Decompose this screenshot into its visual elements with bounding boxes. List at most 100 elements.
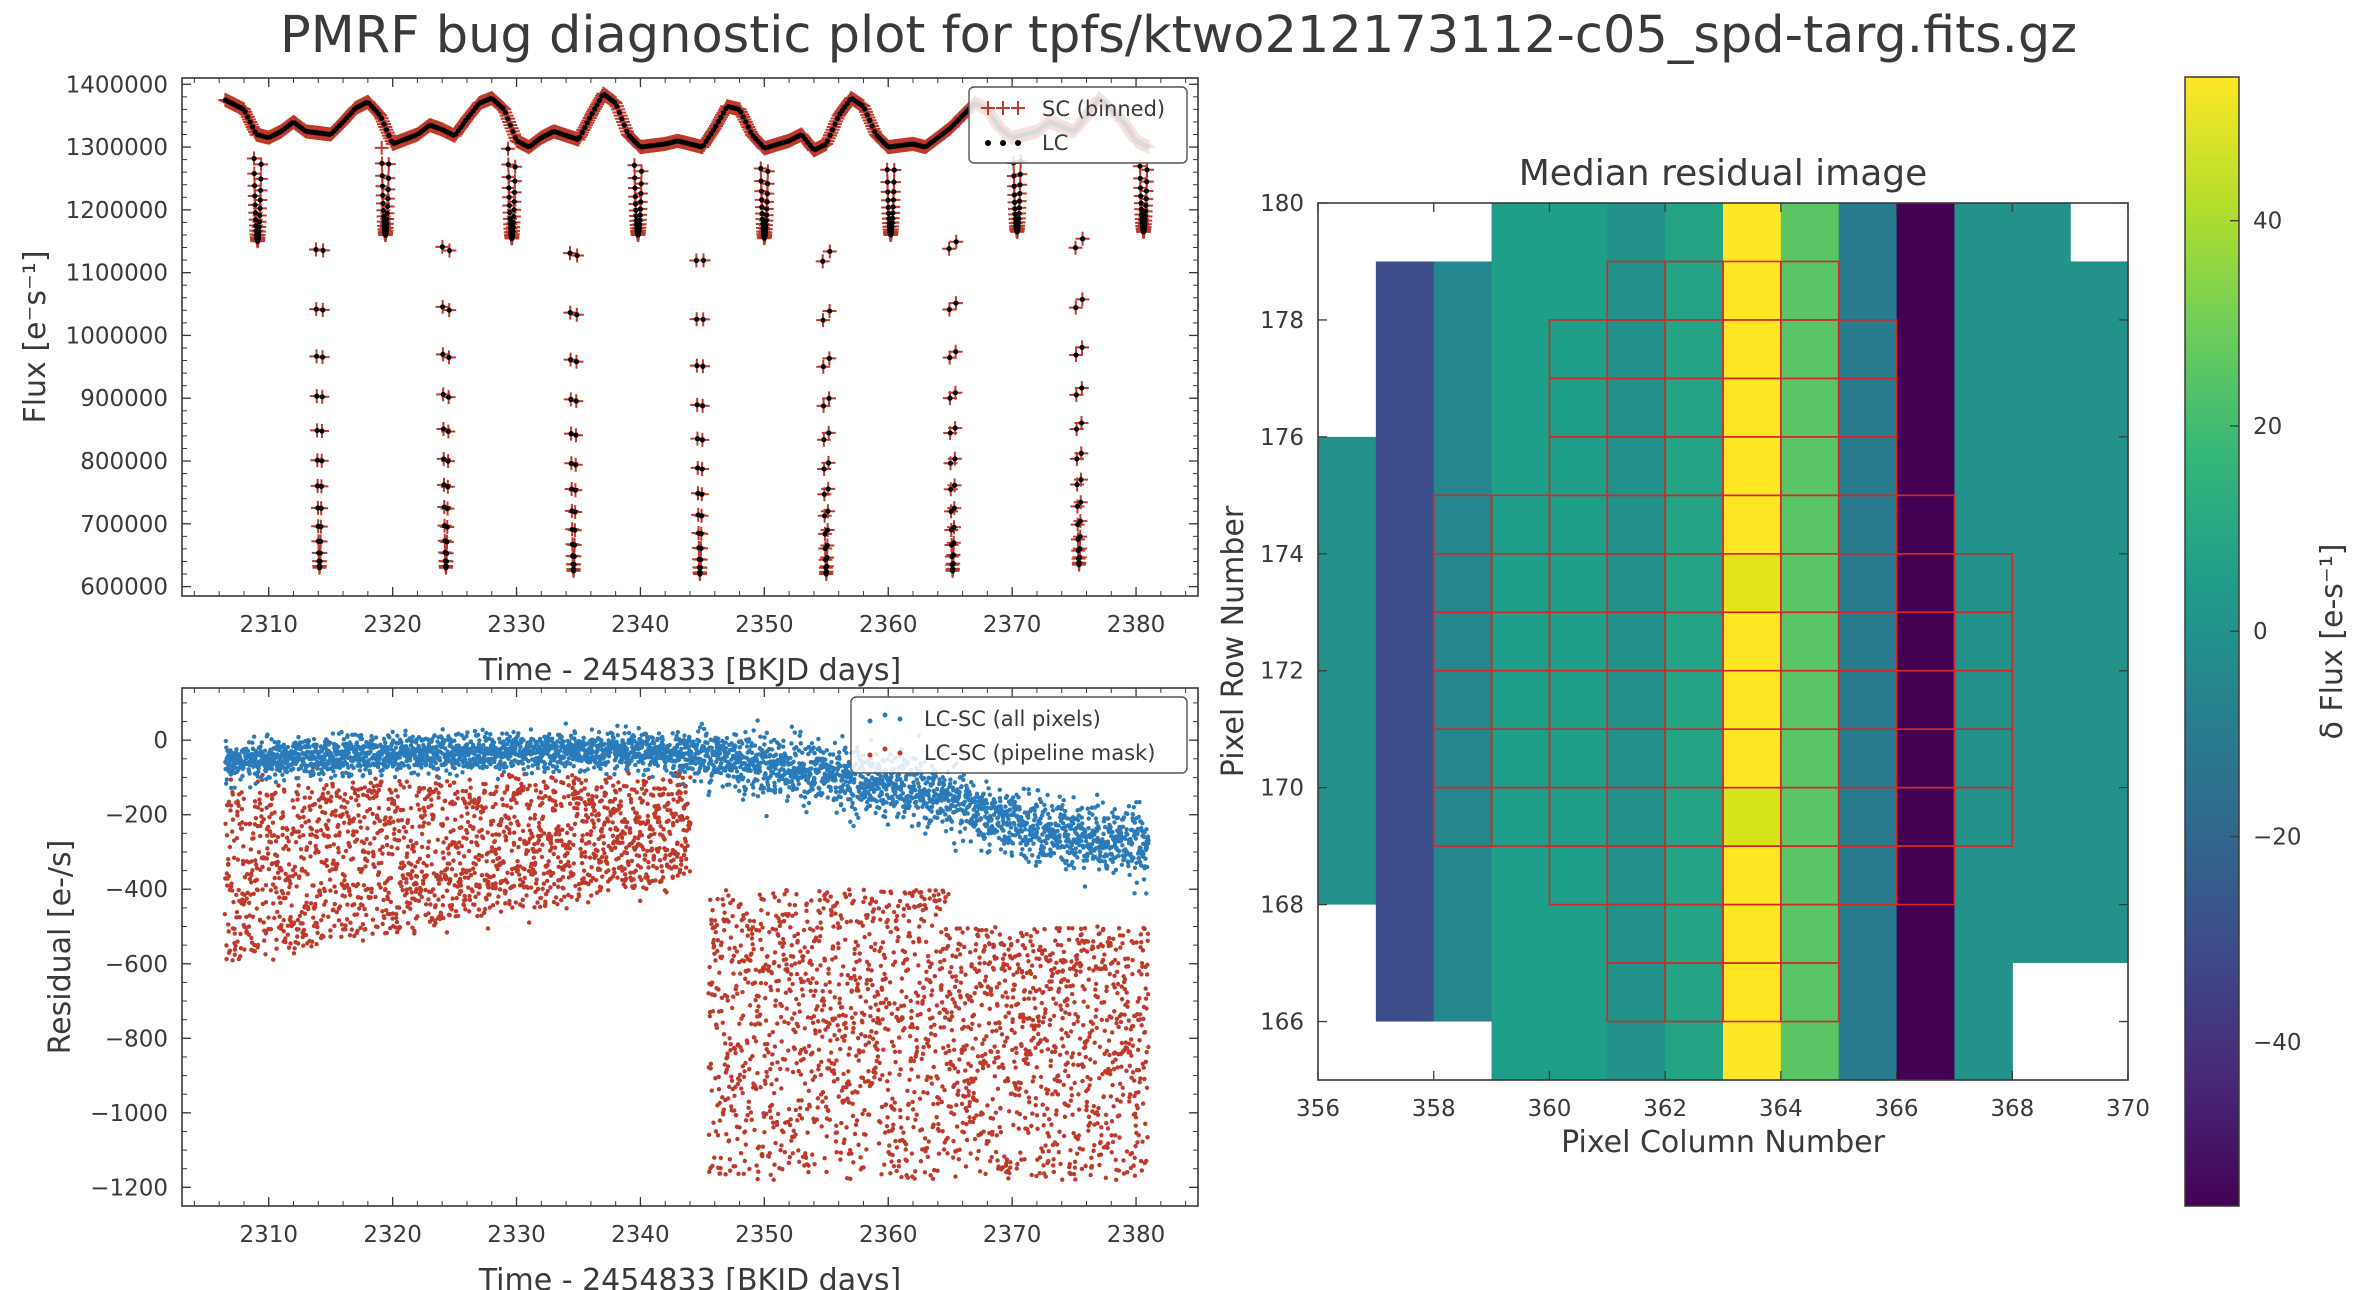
mask-residual-point	[887, 1071, 892, 1076]
mask-residual-point	[819, 1059, 824, 1065]
mask-residual-point	[390, 852, 395, 857]
mask-residual-point	[810, 976, 815, 981]
mask-residual-point	[342, 873, 347, 878]
y-tick-label: 1100000	[66, 261, 168, 287]
mask-residual-point	[805, 1130, 810, 1135]
mask-residual-point	[749, 951, 754, 956]
mask-residual-point	[792, 1046, 797, 1052]
mask-residual-point	[440, 894, 446, 899]
mask-residual-point	[414, 881, 419, 887]
lc-point	[885, 210, 892, 217]
mask-residual-point	[365, 886, 371, 891]
mask-residual-point	[515, 858, 520, 864]
mask-residual-point	[832, 1071, 837, 1076]
mask-residual-point	[517, 836, 523, 842]
mask-residual-point	[861, 1165, 866, 1170]
mask-residual-point	[246, 924, 252, 929]
mask-residual-point	[548, 885, 553, 890]
mask-residual-point	[634, 811, 639, 816]
mask-residual-point	[786, 1160, 792, 1166]
mask-residual-point	[314, 829, 320, 834]
mask-residual-point	[336, 788, 341, 793]
mask-residual-point	[648, 839, 653, 845]
mask-residual-point	[226, 922, 231, 927]
mask-residual-point	[660, 875, 666, 880]
lc-point	[695, 465, 701, 471]
lc-point	[694, 402, 700, 408]
mask-residual-point	[432, 893, 437, 898]
lc-point	[764, 199, 770, 205]
mask-residual-point	[426, 897, 431, 902]
mask-residual-point	[541, 871, 547, 876]
mask-residual-point	[820, 988, 825, 994]
mask-residual-point	[882, 955, 888, 961]
mask-residual-point	[347, 892, 353, 898]
mask-residual-point	[850, 1101, 855, 1107]
mask-residual-point	[351, 832, 356, 838]
mask-residual-point	[556, 884, 561, 890]
lc-point	[821, 491, 827, 497]
mask-residual-point	[472, 813, 477, 819]
lc-point	[319, 428, 325, 434]
mask-residual-point	[671, 797, 676, 802]
mask-residual-point	[318, 892, 323, 897]
mask-residual-point	[843, 937, 848, 942]
mask-residual-point	[410, 824, 415, 830]
mask-residual-point	[884, 1123, 890, 1129]
mask-residual-point	[493, 884, 498, 890]
mask-residual-point	[372, 820, 377, 825]
lc-point	[572, 527, 578, 533]
mask-residual-point	[404, 876, 409, 882]
mask-residual-point	[376, 805, 382, 811]
mask-residual-point	[760, 1144, 766, 1149]
mask-residual-point	[719, 940, 724, 945]
mask-residual-point	[889, 1011, 895, 1016]
mask-residual-point	[281, 917, 286, 923]
mask-residual-point	[657, 819, 662, 825]
lc-point	[1072, 245, 1079, 251]
mask-residual-point	[531, 855, 537, 860]
mask-residual-point	[483, 805, 488, 810]
mask-residual-point	[496, 894, 501, 899]
mask-residual-point	[257, 801, 263, 806]
mask-residual-point	[583, 807, 588, 812]
lc-point	[946, 246, 952, 252]
mask-residual-point	[851, 1020, 857, 1026]
lc-point	[510, 128, 516, 134]
mask-residual-point	[468, 785, 473, 790]
mask-residual-point	[870, 1036, 876, 1042]
lc-point	[701, 142, 707, 148]
mask-residual-point	[408, 906, 413, 911]
mask-residual-point	[831, 1079, 837, 1084]
mask-residual-point	[867, 1112, 872, 1117]
mask-residual-point	[314, 941, 319, 947]
mask-residual-point	[286, 839, 291, 844]
lc-point	[258, 161, 264, 167]
mask-residual-point	[238, 931, 243, 937]
mask-residual-point	[449, 867, 455, 872]
mask-residual-point	[569, 894, 574, 900]
lc-point	[1077, 533, 1083, 540]
lc-point	[1076, 554, 1083, 560]
mask-residual-point	[817, 889, 822, 894]
mask-residual-point	[288, 881, 293, 886]
mask-residual-point	[744, 911, 749, 916]
mask-residual-point	[261, 817, 267, 822]
mask-residual-point	[666, 818, 671, 823]
mask-residual-point	[454, 895, 459, 901]
mask-residual-point	[639, 786, 645, 791]
mask-residual-point	[847, 1046, 852, 1051]
mask-residual-point	[363, 864, 368, 869]
mask-residual-point	[721, 902, 726, 908]
mask-residual-point	[872, 947, 877, 953]
mask-residual-point	[646, 878, 651, 883]
mask-residual-point	[897, 1035, 902, 1040]
mask-residual-point	[660, 777, 666, 782]
mask-residual-point	[447, 783, 453, 788]
mask-residual-point	[852, 973, 857, 979]
lc-point	[821, 466, 827, 472]
lc-point	[319, 394, 325, 400]
lc-point	[1137, 163, 1143, 169]
mask-residual-point	[294, 884, 299, 889]
mask-residual-point	[848, 1176, 853, 1181]
